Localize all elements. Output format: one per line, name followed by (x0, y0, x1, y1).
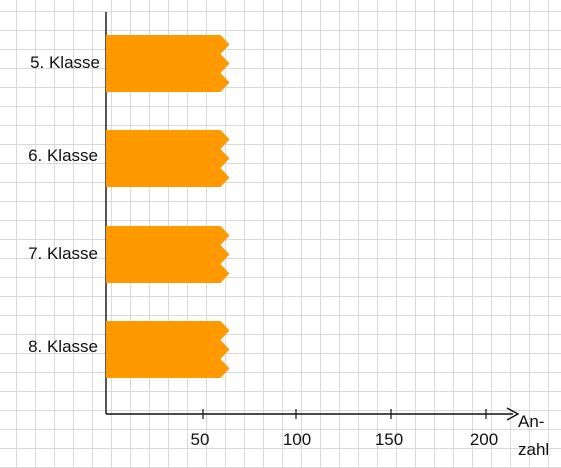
bar (106, 226, 230, 283)
x-tick-label: 100 (283, 430, 311, 449)
category-label: 7. Klasse (28, 244, 98, 263)
x-axis-label-line1: An- (518, 412, 544, 431)
category-label: 5. Klasse (30, 53, 100, 72)
bar (106, 321, 230, 378)
x-axis-label-line2: zahl (518, 440, 549, 459)
bar (106, 35, 230, 92)
category-label: 8. Klasse (28, 337, 98, 356)
category-label: 6. Klasse (28, 146, 98, 165)
x-tick-label: 50 (191, 430, 210, 449)
bar (106, 130, 230, 187)
x-tick-label: 150 (375, 430, 403, 449)
x-tick-label: 200 (470, 430, 498, 449)
x-axis-arrowhead (506, 407, 520, 421)
